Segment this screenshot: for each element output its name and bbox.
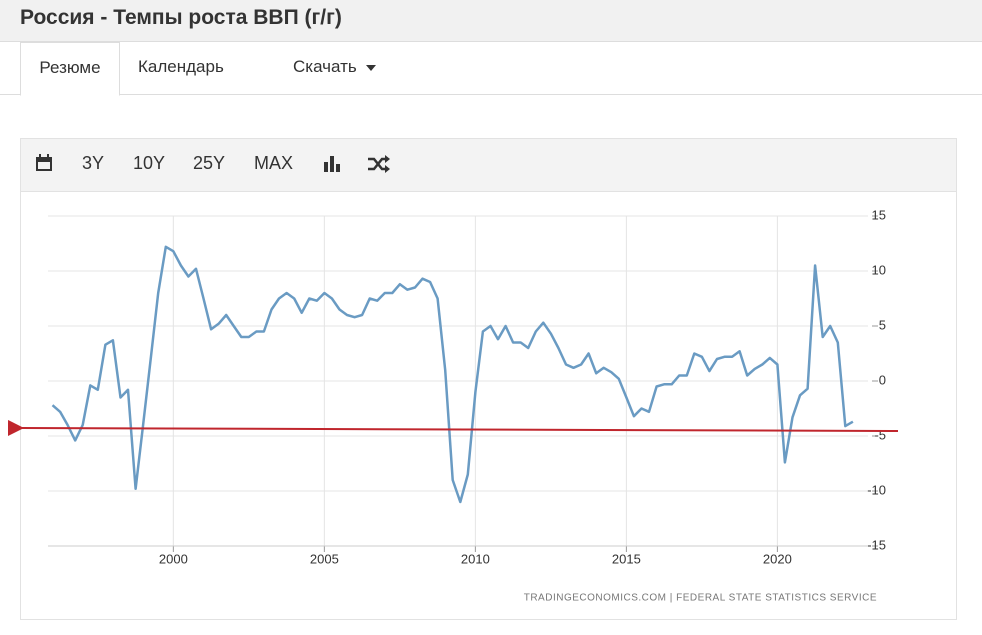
tab[interactable]: Резюме <box>20 42 120 96</box>
y-tick-label: 0 <box>879 372 886 387</box>
tab[interactable]: Скачать <box>293 42 377 94</box>
page-title: Россия - Темпы роста ВВП (г/г) <box>20 6 342 29</box>
tab-label[interactable]: Скачать <box>293 57 357 76</box>
x-tick-label: 2020 <box>763 551 792 566</box>
y-tick-label: 5 <box>879 317 886 332</box>
toolbar: 3Y 10Y 25Y MAX <box>21 139 956 192</box>
data-line <box>51 245 854 504</box>
caret <box>366 64 377 71</box>
y-tick-label: 10 <box>872 262 886 277</box>
x-tick-label: 2005 <box>310 551 339 566</box>
x-tick-label: 2000 <box>159 551 188 566</box>
x-tick-label: 2015 <box>612 551 641 566</box>
tab[interactable]: Календарь <box>138 57 224 76</box>
chart-panel: 3Y 10Y 25Y MAX <box>20 138 957 620</box>
range-button[interactable]: 10Y <box>133 153 166 173</box>
shuffle-icon[interactable] <box>368 155 390 173</box>
calendar-icon[interactable] <box>35 154 53 172</box>
range-button[interactable]: MAX <box>254 153 294 173</box>
y-tick-label: -5 <box>874 427 886 442</box>
x-tick-label: 2010 <box>461 551 490 566</box>
y-tick-label: 15 <box>872 207 886 222</box>
bar-icon[interactable] <box>323 156 341 172</box>
annotation-line <box>7 419 899 436</box>
tabs: Резюме Календарь Скачать <box>0 42 982 96</box>
y-tick-label: -10 <box>867 482 886 497</box>
range-button[interactable]: 3Y <box>82 153 105 173</box>
range-button[interactable]: 25Y <box>193 153 226 173</box>
header: Россия - Темпы роста ВВП (г/г) <box>0 0 982 42</box>
source: TRADINGECONOMICS.COM | FEDERAL STATE STA… <box>524 593 877 604</box>
y-tick-label: -15 <box>867 537 886 552</box>
chart: TRADINGECONOMICS.COM | FEDERAL STATE STA… <box>7 207 899 604</box>
